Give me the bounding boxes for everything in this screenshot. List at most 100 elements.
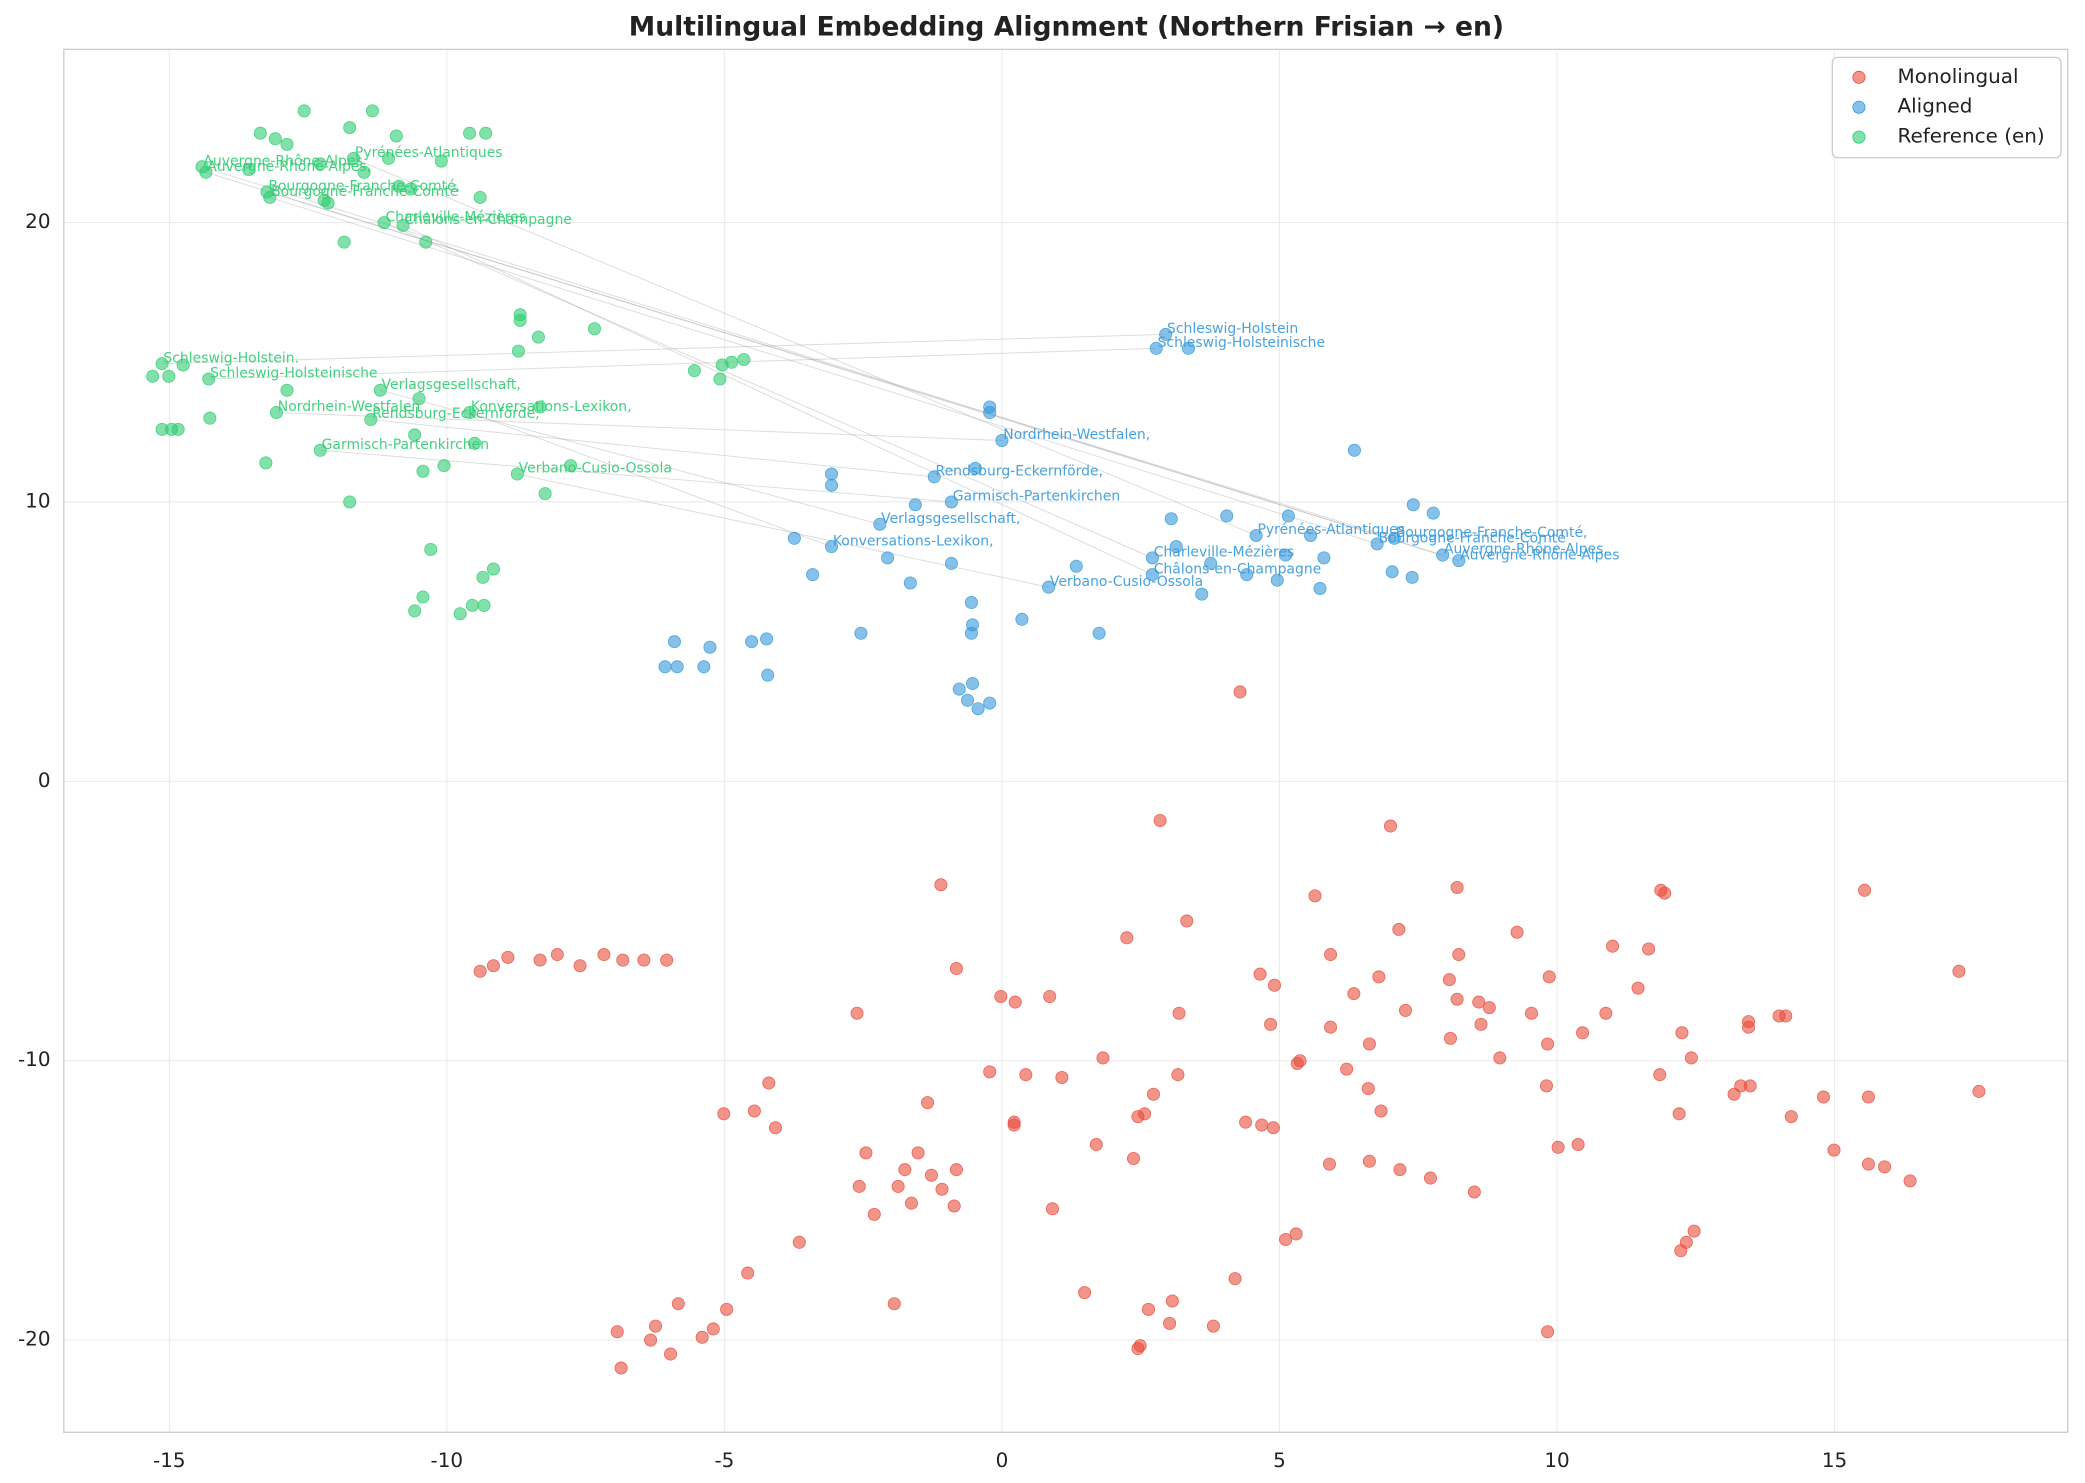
point — [1450, 880, 1464, 895]
point — [1658, 886, 1672, 900]
point — [1653, 1068, 1667, 1082]
x-tick-label: 10 — [1544, 1448, 1569, 1472]
y-tick-label: 20 — [25, 209, 50, 233]
point — [1249, 528, 1263, 543]
point — [1204, 556, 1218, 570]
alignment-line — [269, 197, 1378, 545]
point — [424, 542, 438, 556]
point — [171, 422, 185, 436]
point — [364, 413, 378, 427]
point-label: Schleswig-Holsteinische — [1158, 335, 1325, 351]
point — [949, 962, 963, 976]
point — [949, 1163, 963, 1177]
legend-marker — [1852, 100, 1866, 114]
point — [1347, 443, 1361, 457]
point — [1406, 498, 1420, 512]
point — [1340, 1062, 1354, 1076]
legend-label: Reference (en) — [1898, 124, 2045, 148]
point — [952, 682, 966, 696]
x-tick-label: -5 — [714, 1448, 734, 1472]
point — [465, 598, 479, 612]
point — [1452, 554, 1466, 568]
point — [1539, 1079, 1553, 1093]
point — [1019, 1068, 1033, 1082]
point — [155, 357, 169, 371]
legend-marker — [1852, 130, 1866, 144]
point — [1043, 989, 1057, 1003]
point — [964, 596, 978, 610]
point — [408, 604, 422, 618]
point — [1482, 1001, 1496, 1015]
point — [792, 1235, 806, 1249]
point — [1322, 1157, 1336, 1171]
point — [564, 459, 578, 473]
point — [1684, 1051, 1698, 1065]
point-labels: Schleswig-HolsteinSchleswig-Holsteinisch… — [163, 145, 1619, 590]
point — [760, 632, 774, 646]
y-tick-label: 0 — [38, 768, 51, 792]
point-label: Garmisch-Partenkirchen — [953, 489, 1120, 505]
point — [468, 436, 482, 450]
alignment-line — [266, 191, 1395, 539]
point — [1387, 531, 1401, 545]
point — [1861, 1157, 1875, 1171]
point — [741, 1266, 755, 1280]
point — [280, 137, 294, 151]
point — [1393, 1163, 1407, 1177]
point — [927, 470, 941, 484]
point — [768, 1121, 782, 1135]
legend-marker — [1852, 70, 1866, 84]
point — [1267, 978, 1282, 992]
point — [510, 467, 524, 481]
point — [1324, 1020, 1338, 1034]
point — [1240, 568, 1254, 582]
point — [479, 126, 493, 140]
point — [1164, 512, 1178, 526]
point — [908, 498, 922, 512]
point — [703, 640, 717, 654]
plot-frame — [63, 48, 2069, 1433]
point — [1146, 1087, 1160, 1101]
alignment-line — [205, 171, 1443, 556]
point-label: Pyrénées-Atlantiques — [1257, 522, 1405, 538]
point-label: Verbano-Cusio-Ossola — [1050, 574, 1203, 590]
point — [419, 235, 433, 249]
alignment-line — [162, 333, 1166, 365]
point — [1228, 1272, 1242, 1286]
point — [416, 464, 430, 478]
point — [1008, 995, 1022, 1009]
point — [1631, 981, 1645, 995]
point — [357, 165, 371, 179]
point — [463, 126, 477, 140]
point — [1149, 341, 1163, 355]
axes: -15 -10 -5 0 5 10 15 -20 -10 0 10 20 — [18, 209, 1847, 1472]
point — [944, 556, 958, 570]
point-label: Verbano-Cusio-Ossola — [519, 461, 672, 477]
point — [747, 1104, 761, 1118]
point — [854, 626, 868, 640]
point — [806, 568, 820, 582]
point — [1436, 548, 1450, 562]
point — [365, 104, 379, 118]
chart-title: Multilingual Embedding Alignment (Northe… — [629, 12, 1504, 43]
point-label: Pyrénées-Atlantiques — [355, 145, 503, 161]
point — [717, 1107, 731, 1121]
point — [1372, 970, 1386, 984]
point — [501, 950, 515, 964]
point-label: Schleswig-Holsteinische — [210, 366, 377, 382]
point — [1858, 883, 1872, 897]
point-label: Rendsburg-Eckernförde, — [936, 463, 1104, 479]
point — [203, 411, 217, 425]
point — [1642, 942, 1656, 956]
point — [762, 1076, 776, 1090]
point — [1195, 587, 1209, 601]
point — [511, 344, 525, 358]
point — [1361, 1082, 1375, 1096]
point — [983, 1065, 997, 1079]
point — [531, 330, 545, 344]
point — [1383, 819, 1398, 833]
point — [1126, 1151, 1141, 1166]
point — [437, 459, 451, 473]
point — [850, 1006, 864, 1020]
point — [1606, 939, 1620, 953]
